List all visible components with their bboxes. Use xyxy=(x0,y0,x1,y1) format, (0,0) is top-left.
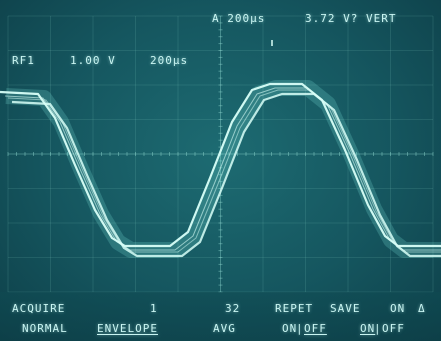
menu-envelope-option[interactable]: ENVELOPE xyxy=(97,322,158,335)
menu-normal-option[interactable]: NORMAL xyxy=(22,322,68,335)
menu-repet-label: REPET xyxy=(275,302,314,315)
menu-envelope-count: 1 xyxy=(150,302,158,315)
menu-acquire-label: ACQUIRE xyxy=(12,302,66,315)
menu-avg-option[interactable]: AVG xyxy=(213,322,236,335)
envelope-lower-edge xyxy=(11,92,441,258)
menu-band xyxy=(0,292,441,341)
channel-volts-per-div: 1.00 V xyxy=(70,54,116,67)
channel-label: RF1 xyxy=(12,54,35,67)
timebase-readout: A 200µs xyxy=(212,12,266,25)
save-separator: | xyxy=(374,322,382,335)
envelope-upper-edge xyxy=(0,82,441,248)
envelope-inner-trace xyxy=(7,89,441,253)
repet-on-option[interactable]: ON xyxy=(282,322,298,335)
delta-icon: Δ xyxy=(418,302,426,315)
envelope-inner-trace xyxy=(4,87,441,251)
menu-save-on-label: ON xyxy=(390,302,406,315)
save-on-option[interactable]: ON xyxy=(360,322,376,335)
envelope-glow xyxy=(5,80,441,258)
repet-separator: | xyxy=(296,322,304,335)
repet-off-option[interactable]: OFF xyxy=(304,322,327,335)
menu-save-label: SAVE xyxy=(330,302,361,315)
channel-time-per-div: 200µs xyxy=(150,54,189,67)
menu-avg-count: 32 xyxy=(225,302,241,315)
vertical-readout: 3.72 V? VERT xyxy=(305,12,397,25)
save-off-option[interactable]: OFF xyxy=(382,322,405,335)
